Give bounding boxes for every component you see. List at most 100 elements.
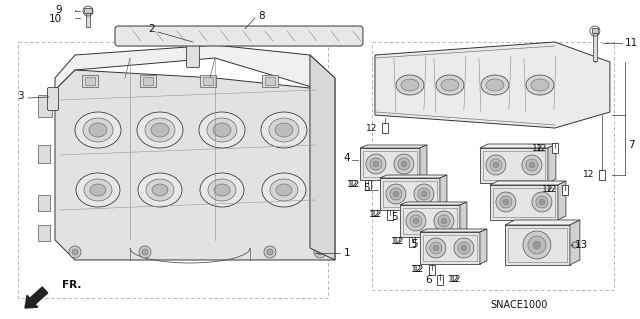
Text: 5: 5 <box>412 239 418 249</box>
Text: 12: 12 <box>349 181 360 189</box>
Circle shape <box>523 231 551 259</box>
Bar <box>143 77 153 85</box>
Polygon shape <box>505 220 580 225</box>
Bar <box>429 265 435 275</box>
Ellipse shape <box>269 118 299 142</box>
Bar <box>387 210 393 220</box>
Bar <box>508 228 567 262</box>
Ellipse shape <box>207 118 237 142</box>
Circle shape <box>526 159 538 171</box>
Circle shape <box>390 188 402 200</box>
Ellipse shape <box>396 75 424 95</box>
Ellipse shape <box>531 79 549 91</box>
Bar <box>493 188 555 217</box>
Polygon shape <box>490 181 566 185</box>
Text: 6: 6 <box>426 275 432 285</box>
Circle shape <box>433 245 439 251</box>
Bar <box>437 275 443 285</box>
Bar <box>382 123 388 133</box>
Circle shape <box>539 199 545 205</box>
Ellipse shape <box>526 75 554 95</box>
Polygon shape <box>480 144 556 148</box>
Circle shape <box>393 191 399 197</box>
Ellipse shape <box>199 112 245 148</box>
Ellipse shape <box>76 173 120 207</box>
Ellipse shape <box>208 179 236 201</box>
Circle shape <box>532 192 552 212</box>
Ellipse shape <box>138 173 182 207</box>
Bar <box>483 151 545 180</box>
Text: 5: 5 <box>364 183 370 193</box>
Text: 12: 12 <box>371 211 382 219</box>
Polygon shape <box>380 175 447 178</box>
Ellipse shape <box>486 79 504 91</box>
Ellipse shape <box>401 79 419 91</box>
Circle shape <box>458 242 470 254</box>
Text: 12: 12 <box>545 185 557 195</box>
Circle shape <box>314 246 326 258</box>
Ellipse shape <box>83 118 113 142</box>
Text: 4: 4 <box>343 153 350 163</box>
Bar <box>38 95 52 117</box>
Circle shape <box>528 236 546 254</box>
Bar <box>84 8 92 13</box>
Polygon shape <box>480 229 487 264</box>
Bar <box>38 225 50 241</box>
Text: 12: 12 <box>390 237 402 247</box>
Text: 5: 5 <box>391 212 398 222</box>
Ellipse shape <box>436 75 464 95</box>
Ellipse shape <box>89 123 107 137</box>
Ellipse shape <box>137 112 183 148</box>
Polygon shape <box>55 45 335 105</box>
Circle shape <box>406 211 426 231</box>
Bar <box>409 237 415 247</box>
Bar <box>380 178 440 210</box>
Circle shape <box>441 218 447 224</box>
Bar <box>423 235 477 261</box>
Text: 10: 10 <box>49 14 62 24</box>
Circle shape <box>373 161 379 167</box>
Ellipse shape <box>90 184 106 196</box>
Circle shape <box>267 249 273 255</box>
Polygon shape <box>400 202 467 205</box>
Text: 12: 12 <box>369 211 380 219</box>
Circle shape <box>366 154 386 174</box>
Circle shape <box>142 249 148 255</box>
Circle shape <box>69 246 81 258</box>
Text: 12: 12 <box>541 185 553 195</box>
Circle shape <box>317 249 323 255</box>
Bar <box>505 225 570 265</box>
Circle shape <box>503 199 509 205</box>
Text: 11: 11 <box>625 38 638 48</box>
Ellipse shape <box>75 112 121 148</box>
Circle shape <box>72 249 78 255</box>
Text: 12: 12 <box>410 265 422 274</box>
Bar <box>265 77 275 85</box>
Polygon shape <box>548 144 556 183</box>
Polygon shape <box>558 181 566 220</box>
Circle shape <box>430 242 442 254</box>
Text: 12: 12 <box>532 144 543 152</box>
Circle shape <box>486 155 506 175</box>
Text: 9: 9 <box>56 5 62 15</box>
Circle shape <box>386 184 406 204</box>
Ellipse shape <box>275 123 293 137</box>
Text: 12: 12 <box>536 144 547 152</box>
Circle shape <box>413 218 419 224</box>
Polygon shape <box>420 229 487 232</box>
Text: 13: 13 <box>575 240 588 250</box>
Circle shape <box>500 196 512 208</box>
Bar <box>383 181 437 207</box>
Bar <box>490 185 558 220</box>
Bar <box>562 185 568 195</box>
Bar <box>200 75 216 87</box>
Bar <box>363 151 417 177</box>
Bar <box>552 143 558 153</box>
Bar <box>592 28 598 33</box>
Ellipse shape <box>262 173 306 207</box>
Ellipse shape <box>276 184 292 196</box>
Circle shape <box>414 184 434 204</box>
Circle shape <box>426 238 446 258</box>
Bar <box>262 75 278 87</box>
Circle shape <box>490 159 502 171</box>
